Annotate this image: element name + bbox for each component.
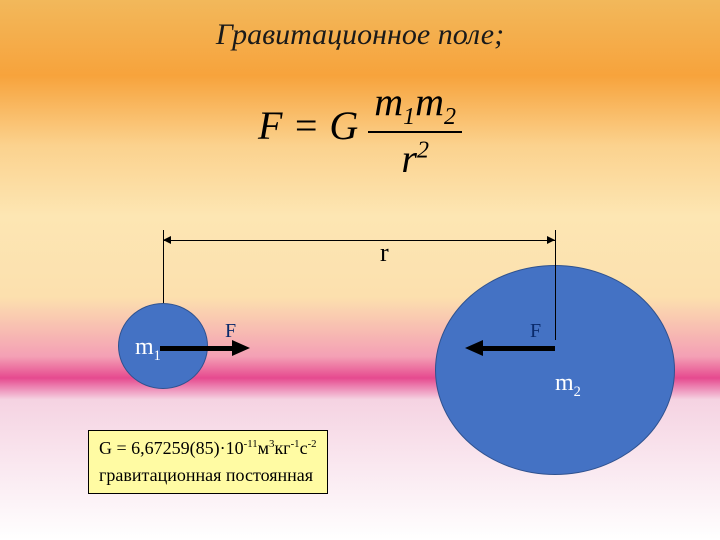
r-arrow-left [163, 236, 171, 244]
num-m2-sub: 2 [444, 104, 456, 130]
force-arrow-m1-line [160, 346, 232, 351]
den-r: r [401, 136, 417, 181]
g-exp1: -11 [244, 438, 258, 450]
formula-denominator: r2 [368, 133, 462, 182]
constant-caption: гравитационная постоянная [99, 465, 317, 486]
r-label: r [380, 238, 389, 268]
m2-sub: 2 [574, 384, 581, 400]
formula-fraction: m1m2 r2 [368, 78, 462, 182]
mass-m1-label: m1 [135, 334, 161, 365]
den-exp: 2 [417, 138, 429, 164]
f1-text: F [225, 320, 236, 342]
num-m1: m [374, 79, 403, 124]
force-label-m2: F [530, 320, 541, 343]
page-title: Гравитационное поле; [0, 18, 720, 52]
r-arrow-right [547, 236, 555, 244]
m2-text: m [555, 370, 574, 396]
formula-numerator: m1m2 [368, 78, 462, 133]
g-exp4: -2 [308, 438, 317, 450]
guide-right [555, 230, 556, 340]
r-line [163, 240, 555, 241]
formula-left: F = G [258, 103, 358, 148]
g-exp3: -1 [291, 438, 300, 450]
num-m2: m [415, 79, 444, 124]
force-arrow-m2-head [465, 340, 483, 356]
r-text: r [380, 238, 389, 267]
g-unit-s: с [300, 438, 308, 458]
g-unit-m: м [258, 438, 269, 458]
title-text: Гравитационное поле; [216, 18, 504, 51]
constant-value: G = 6,67259(85)·10-11м3кг-1с-2 [99, 438, 317, 459]
g-unit-kg: кг [274, 438, 290, 458]
guide-left [163, 230, 164, 303]
num-m1-sub: 1 [403, 104, 415, 130]
force-arrow-m2-line [483, 346, 555, 351]
m1-text: m [135, 334, 154, 360]
mass-m2-label: m2 [555, 370, 581, 401]
main-formula: F = G m1m2 r2 [0, 78, 720, 182]
f2-text: F [530, 320, 541, 342]
constant-box: G = 6,67259(85)·10-11м3кг-1с-2 гравитаци… [88, 430, 328, 494]
g-prefix: G = 6,67259(85)·10 [99, 438, 244, 458]
force-label-m1: F [225, 320, 236, 343]
